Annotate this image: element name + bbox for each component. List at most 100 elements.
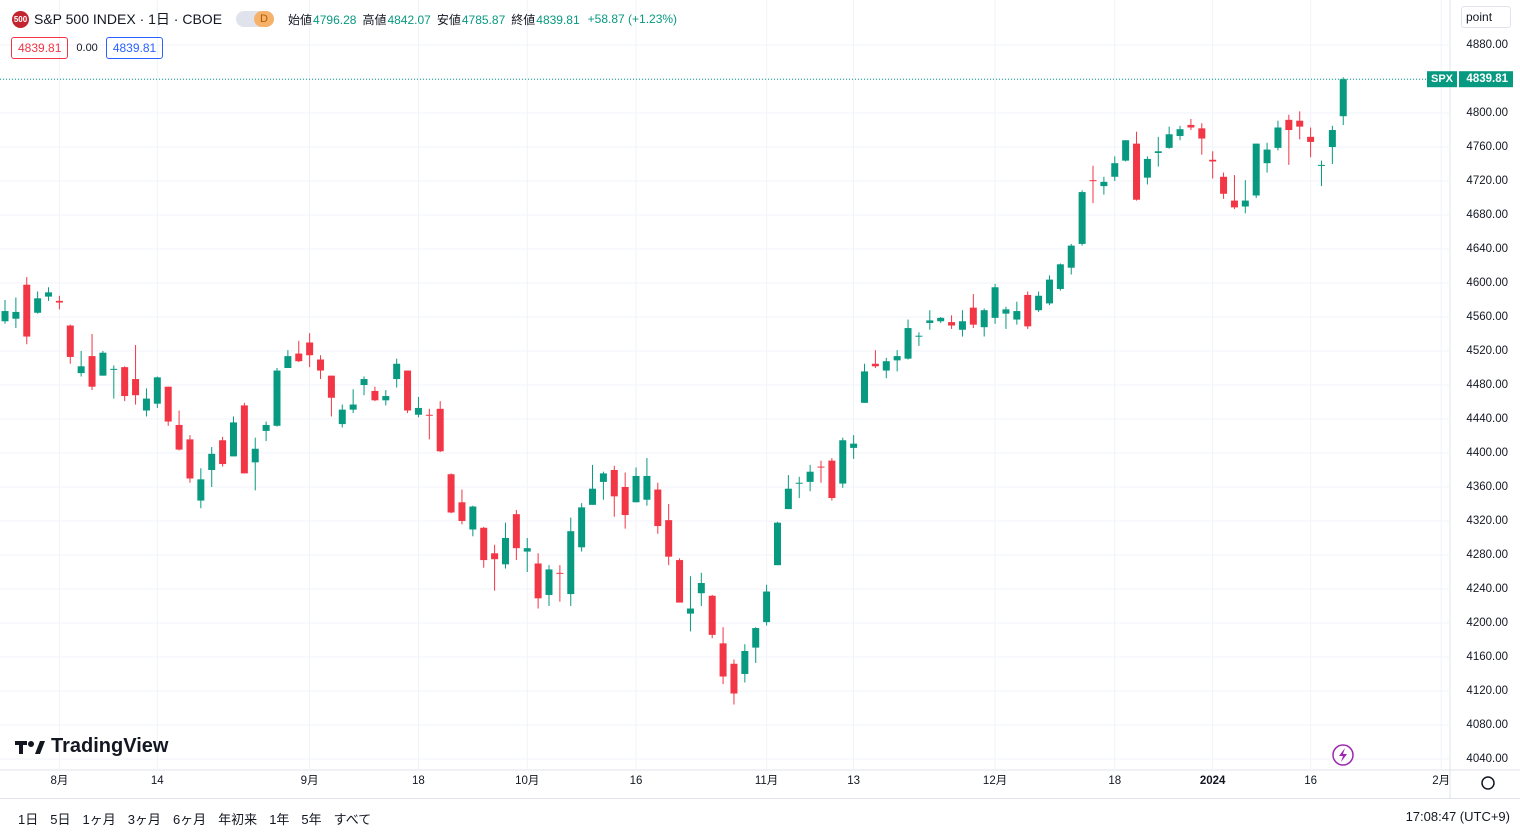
legend-name: 高値	[362, 12, 387, 27]
x-tick-label: 8月	[50, 775, 68, 787]
y-tick-label: 4480.00	[1466, 379, 1508, 391]
range-button[interactable]: 年初来	[218, 812, 258, 827]
candle-body	[208, 453, 216, 470]
y-tick-label: 4120.00	[1466, 685, 1508, 697]
candle-body	[197, 479, 205, 501]
legend-name: 終値	[511, 12, 536, 27]
range-button[interactable]: 1日	[18, 812, 39, 827]
candle-body	[686, 608, 694, 614]
candle-body	[66, 325, 74, 357]
axis-unit[interactable]: point	[1461, 6, 1511, 28]
candle-body	[414, 407, 422, 415]
candle-body	[175, 424, 183, 450]
range-button[interactable]: 3ヶ月	[127, 812, 161, 827]
change: +58.87 (+1.23%)	[587, 12, 678, 26]
y-tick-label: 4720.00	[1466, 175, 1508, 187]
candle-body	[404, 370, 412, 411]
range-button[interactable]: 6ヶ月	[172, 812, 207, 827]
toolbar: 1日 5日 1ヶ月 3ヶ月 6ヶ月 年初来 1年 5年 すべて 17:08:47 (UTC+9)	[0, 798, 1520, 837]
legend-name: 安値	[436, 12, 461, 27]
candle-body	[534, 563, 542, 599]
x-tick-label: 11月	[755, 775, 778, 787]
candle-body	[1035, 295, 1043, 311]
candle-body	[730, 663, 738, 694]
x-tick-label: 2月	[1432, 775, 1450, 787]
x-tick-label: 12月	[983, 775, 1007, 787]
candle-body	[317, 359, 325, 371]
candle-body	[621, 486, 629, 516]
candle-body	[1198, 128, 1206, 139]
candle-body	[360, 379, 368, 385]
candle-body	[121, 367, 129, 397]
range-button[interactable]: 5年	[301, 812, 322, 827]
legend-item: 始値4796.28	[288, 13, 356, 27]
y-tick-label: 4160.00	[1466, 651, 1508, 663]
x-tick-label: 13	[847, 775, 860, 787]
y-tick-label: 4800.00	[1466, 107, 1508, 119]
candle-body	[1045, 279, 1053, 304]
candle-body	[958, 321, 966, 330]
legend-value: 4842.07	[387, 12, 431, 27]
replay-icon-bolt	[1339, 748, 1347, 762]
settings-icon	[1481, 776, 1495, 790]
y-tick-label: 4040.00	[1466, 753, 1508, 765]
candle-body	[1252, 143, 1260, 196]
candle-body	[469, 506, 477, 530]
value-text: 0.00	[76, 42, 98, 54]
x-tick-label: 14	[151, 775, 164, 787]
candle-body	[752, 628, 760, 648]
candle-body	[512, 514, 520, 549]
candle-body	[88, 356, 96, 387]
x-tick-label: 16	[1304, 775, 1317, 787]
candle-body	[676, 560, 684, 603]
candle-body	[1328, 130, 1336, 148]
candle-body	[1078, 192, 1086, 244]
candle-body	[795, 482, 803, 484]
y-tick-label: 4200.00	[1466, 617, 1508, 629]
candle-body	[817, 466, 825, 468]
range-button[interactable]: 1ヶ月	[82, 812, 116, 827]
candle-body	[1274, 127, 1282, 148]
y-tick-label: 4320.00	[1466, 515, 1508, 527]
candle-body	[23, 284, 31, 337]
x-tick-label: 16	[630, 775, 643, 787]
range-button[interactable]: すべて	[333, 812, 372, 827]
legend-item: 安値4785.87	[437, 13, 505, 27]
candle-body	[132, 379, 140, 396]
symbol-label: SPX	[1431, 73, 1454, 85]
candle-body	[1056, 264, 1064, 289]
range-button[interactable]: 1年	[269, 812, 290, 827]
value-box: 4839.81	[105, 37, 164, 59]
candle-body	[556, 572, 564, 574]
candle-body	[12, 311, 20, 319]
candle-body	[142, 398, 150, 411]
candle-body	[1220, 176, 1228, 194]
candle-body	[349, 404, 357, 410]
candle-body	[523, 548, 531, 552]
candle-body	[338, 409, 346, 425]
candle-body	[1230, 200, 1238, 208]
candle-body	[567, 531, 575, 595]
candle-body	[599, 473, 607, 482]
candle-body	[1122, 140, 1130, 161]
value-box: 4839.81	[11, 37, 69, 59]
x-tick-label: 10月	[515, 775, 539, 787]
symbol-badge: 500	[12, 10, 29, 28]
interval-toggle[interactable]: D	[236, 11, 275, 27]
x-tick-label: 18	[412, 775, 425, 787]
candle-body	[1133, 143, 1141, 200]
candle-body	[839, 440, 847, 484]
y-tick-label: 4280.00	[1466, 549, 1508, 561]
range-button[interactable]: 5日	[50, 812, 71, 827]
legend-item: 高値4842.07	[362, 13, 430, 27]
y-tick-label: 4240.00	[1466, 583, 1508, 595]
candle-body	[425, 414, 433, 416]
candle-body	[719, 643, 727, 677]
y-tick-label: 4520.00	[1466, 345, 1508, 357]
candle-body	[915, 335, 923, 337]
candle-body	[1285, 119, 1293, 131]
brand-logo	[15, 740, 45, 754]
candle-body	[589, 488, 597, 505]
legend-value: 4839.81	[536, 12, 580, 27]
